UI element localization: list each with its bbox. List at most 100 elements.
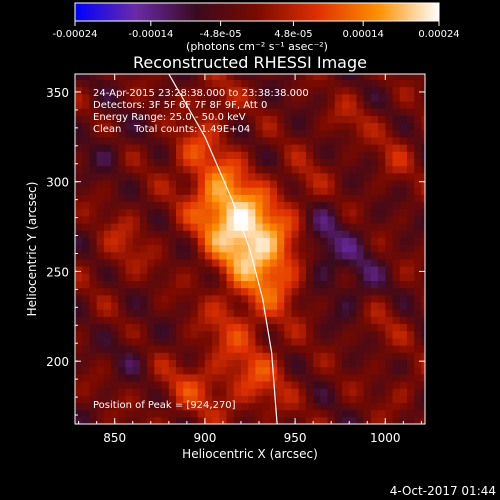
heatmap-cell [190, 179, 199, 188]
heatmap-cell [342, 287, 350, 296]
heatmap-cell [320, 388, 329, 396]
heatmap-cell [125, 222, 134, 231]
heatmap-cell [118, 352, 127, 360]
heatmap-cell [305, 258, 314, 267]
heatmap-cell [385, 258, 394, 267]
heatmap-cell [197, 93, 206, 102]
heatmap-cell [370, 323, 379, 332]
heatmap-cell [255, 345, 264, 353]
heatmap-cell [168, 388, 177, 396]
heatmap-cell [421, 352, 425, 360]
heatmap-cell [168, 172, 177, 181]
heatmap-cell [406, 287, 415, 296]
heatmap-cell [248, 402, 257, 411]
heatmap-cell [197, 158, 206, 167]
heatmap-cell [118, 273, 127, 282]
heatmap-cell [305, 316, 314, 325]
heatmap-cell [421, 129, 425, 138]
heatmap-cell [233, 323, 242, 332]
heatmap-cell [370, 122, 379, 131]
heatmap-cell [421, 136, 425, 145]
heatmap-cell [111, 93, 119, 102]
heatmap-cell [385, 280, 394, 289]
heatmap-cell [233, 136, 242, 145]
heatmap-cell [197, 251, 206, 260]
heatmap-cell [168, 345, 177, 353]
heatmap-cell [89, 388, 98, 396]
heatmap-cell [406, 301, 415, 310]
heatmap-cell [118, 244, 127, 253]
heatmap-cell [82, 115, 91, 124]
heatmap-cell [204, 108, 213, 116]
heatmap-cell [240, 309, 249, 317]
heatmap-cell [226, 151, 235, 159]
heatmap-cell [89, 273, 98, 282]
heatmap-cell [111, 151, 119, 159]
heatmap-cell [370, 330, 379, 339]
heatmap-cell [370, 194, 379, 203]
heatmap-cell [82, 172, 91, 181]
heatmap-cell [356, 316, 365, 325]
heatmap-cell [89, 416, 98, 424]
heatmap-cell [82, 359, 91, 368]
heatmap-cell [349, 273, 358, 282]
heatmap-cell [277, 330, 285, 339]
heatmap-cell [103, 237, 112, 246]
heatmap-cell [161, 366, 170, 375]
heatmap-cell [147, 409, 155, 418]
heatmap-cell [125, 366, 134, 375]
heatmap-cell [305, 172, 314, 181]
heatmap-cell [334, 122, 343, 131]
heatmap-cell [240, 359, 249, 368]
heatmap-cell [277, 100, 285, 109]
heatmap-cell [139, 280, 148, 289]
heatmap-cell [356, 172, 365, 181]
heatmap-cell [219, 330, 228, 339]
heatmap-cell [75, 409, 83, 418]
heatmap-cell [240, 402, 249, 411]
heatmap-cell [161, 352, 170, 360]
heatmap-cell [399, 416, 408, 424]
heatmap-cell [161, 108, 170, 116]
heatmap-cell [284, 93, 293, 102]
heatmap-cell [378, 79, 386, 88]
heatmap-cell [118, 222, 127, 231]
heatmap-cell [96, 266, 105, 274]
heatmap-cell [305, 201, 314, 210]
heatmap-cell [248, 194, 257, 203]
heatmap-cell [248, 273, 257, 282]
heatmap-cell [363, 352, 372, 360]
heatmap-cell [414, 172, 422, 181]
heatmap-cell [255, 323, 264, 332]
heatmap-cell [190, 151, 199, 159]
heatmap-cell [204, 280, 213, 289]
heatmap-cell [284, 108, 293, 116]
heatmap-cell [269, 280, 278, 289]
heatmap-cell [139, 345, 148, 353]
heatmap-cell [89, 287, 98, 296]
heatmap-cell [183, 151, 192, 159]
heatmap-cell [233, 172, 242, 181]
heatmap-cell [320, 352, 329, 360]
heatmap-cell [233, 187, 242, 195]
heatmap-cell [421, 122, 425, 131]
heatmap-cell [298, 352, 307, 360]
heatmap-cell [226, 122, 235, 131]
heatmap-cell [118, 416, 127, 424]
heatmap-cell [132, 337, 141, 346]
heatmap-cell [168, 208, 177, 217]
heatmap-cell [298, 187, 307, 195]
heatmap-cell [219, 280, 228, 289]
heatmap-cell [291, 316, 300, 325]
heatmap-cell [305, 251, 314, 260]
heatmap-cell [111, 330, 119, 339]
heatmap-cell [248, 215, 257, 224]
heatmap-cell [154, 201, 163, 210]
heatmap-cell [378, 388, 386, 396]
heatmap-cell [349, 345, 358, 353]
heatmap-cell [125, 395, 134, 404]
heatmap-cell [255, 79, 264, 88]
heatmap-cell [269, 258, 278, 267]
heatmap-cell [147, 352, 155, 360]
heatmap-cell [118, 79, 127, 88]
